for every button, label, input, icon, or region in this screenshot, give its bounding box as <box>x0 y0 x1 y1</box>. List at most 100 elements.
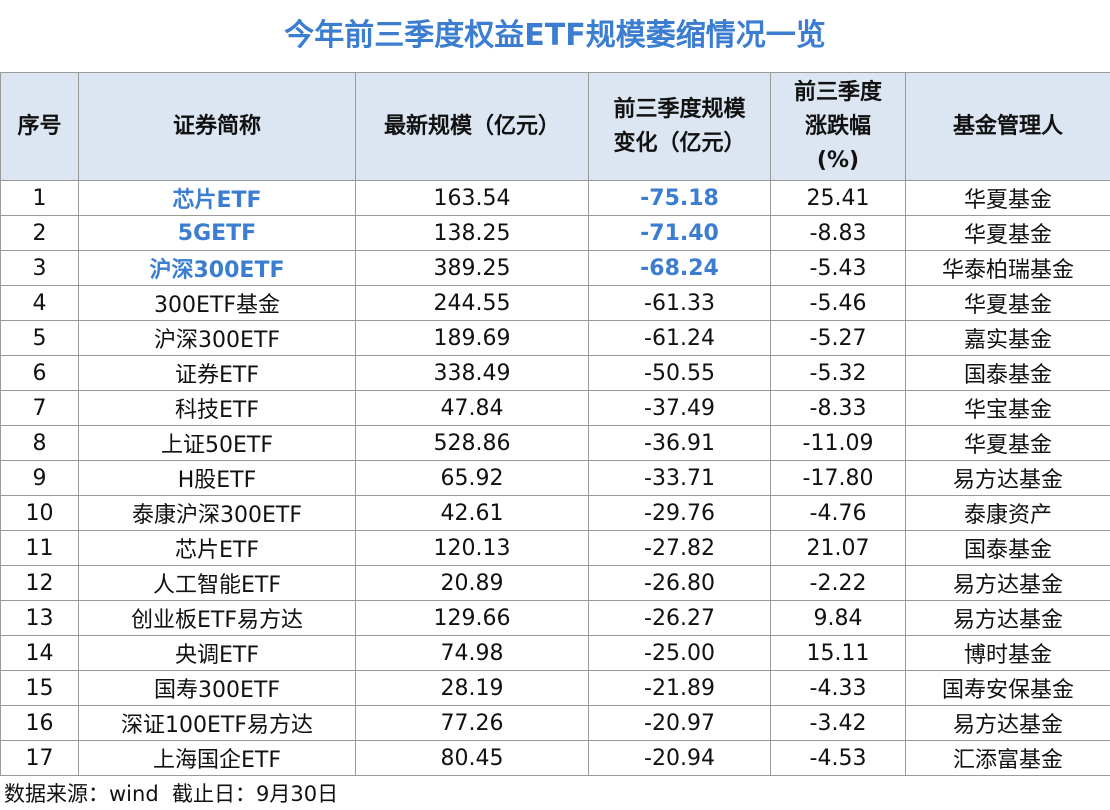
table-cell: H股ETF <box>78 460 356 496</box>
table-cell: 华泰柏瑞基金 <box>905 250 1110 286</box>
table-row: 7 科技ETF 47.84 -37.49 -8.33 华宝基金 <box>0 390 1110 426</box>
column-header: 基金管理人 <box>905 72 1110 181</box>
column-header: 前三季度 涨跌幅 (%) <box>770 72 906 181</box>
table: 序号 证券简称 最新规模（亿元） 前三季度规模 变化（亿元） 前三季度 涨跌幅 (%) 基… <box>0 72 1110 776</box>
table-cell: -5.43 <box>770 250 906 286</box>
table-cell: 528.86 <box>355 425 589 461</box>
table-cell: -61.24 <box>588 320 771 356</box>
table-cell: 4 <box>0 285 79 321</box>
table-cell: 21.07 <box>770 530 906 566</box>
table-cell: 嘉实基金 <box>905 320 1110 356</box>
table-cell: 深证100ETF易方达 <box>78 705 356 741</box>
table-cell: 国寿300ETF <box>78 670 356 706</box>
table-cell: 上证50ETF <box>78 425 356 461</box>
header-row: 序号 证券简称 最新规模（亿元） 前三季度规模 变化（亿元） 前三季度 涨跌幅 (%) 基… <box>0 72 1110 181</box>
table-cell: 244.55 <box>355 285 589 321</box>
table-cell: 25.41 <box>770 180 906 216</box>
table-cell: 1 <box>0 180 79 216</box>
table-cell: -26.27 <box>588 600 771 636</box>
table-cell: 华夏基金 <box>905 180 1110 216</box>
table-row: 8 上证50ETF 528.86 -36.91 -11.09 华夏基金 <box>0 425 1110 461</box>
table-cell: 80.45 <box>355 740 589 776</box>
table-cell: -8.33 <box>770 390 906 426</box>
table-cell: -5.32 <box>770 355 906 391</box>
table-cell: -21.89 <box>588 670 771 706</box>
table-cell: 5 <box>0 320 79 356</box>
table-cell: -75.18 <box>588 180 771 216</box>
table-cell: 泰康资产 <box>905 495 1110 531</box>
table-row: 13 创业板ETF易方达 129.66 -26.27 9.84 易方达基金 <box>0 600 1110 636</box>
table-cell: -36.91 <box>588 425 771 461</box>
table-cell: -5.46 <box>770 285 906 321</box>
table-cell: 博时基金 <box>905 635 1110 671</box>
table-cell: -17.80 <box>770 460 906 496</box>
table-cell: -71.40 <box>588 215 771 251</box>
table-cell: 央调ETF <box>78 635 356 671</box>
table-cell: 300ETF基金 <box>78 285 356 321</box>
table-cell: 泰康沪深300ETF <box>78 495 356 531</box>
table-cell: -20.97 <box>588 705 771 741</box>
table-cell: -20.94 <box>588 740 771 776</box>
title: 今年前三季度权益ETF规模萎缩情况一览 <box>284 18 826 53</box>
table-cell: 国泰基金 <box>905 530 1110 566</box>
table-cell: 120.13 <box>355 530 589 566</box>
table-cell: 创业板ETF易方达 <box>78 600 356 636</box>
table-row: 15 国寿300ETF 28.19 -21.89 -4.33 国寿安保基金 <box>0 670 1110 706</box>
table-cell: 47.84 <box>355 390 589 426</box>
footer: 数据来源：wind 截止日：9月30日 <box>4 782 339 806</box>
table-row: 5 沪深300ETF 189.69 -61.24 -5.27 嘉实基金 <box>0 320 1110 356</box>
table-cell: 汇添富基金 <box>905 740 1110 776</box>
table-cell: 易方达基金 <box>905 565 1110 601</box>
table-cell: 沪深300ETF <box>78 250 356 286</box>
column-header: 前三季度规模 变化（亿元） <box>588 72 771 181</box>
table-cell: -2.22 <box>770 565 906 601</box>
table-cell: 易方达基金 <box>905 460 1110 496</box>
table-cell: 2 <box>0 215 79 251</box>
table-cell: 163.54 <box>355 180 589 216</box>
table-cell: -33.71 <box>588 460 771 496</box>
table-cell: 11 <box>0 530 79 566</box>
table-body: 1 芯片ETF 163.54 -75.18 25.41 华夏基金 2 5GETF 138.25-… <box>0 180 1110 776</box>
table-row: 11 芯片ETF 120.13 -27.82 21.07 国泰基金 <box>0 530 1110 566</box>
table-cell: 6 <box>0 355 79 391</box>
table-cell: -4.53 <box>770 740 906 776</box>
table-cell: -11.09 <box>770 425 906 461</box>
table-cell: -4.33 <box>770 670 906 706</box>
table-cell: -68.24 <box>588 250 771 286</box>
table-cell: -4.76 <box>770 495 906 531</box>
table-cell: 3 <box>0 250 79 286</box>
table-cell: 138.25 <box>355 215 589 251</box>
table-row: 10 泰康沪深300ETF 42.61 -29.76 -4.76 泰康资产 <box>0 495 1110 531</box>
table-cell: 华宝基金 <box>905 390 1110 426</box>
table-cell: 10 <box>0 495 79 531</box>
table-cell: -29.76 <box>588 495 771 531</box>
table-cell: 9.84 <box>770 600 906 636</box>
table-cell: 7 <box>0 390 79 426</box>
table-cell: 芯片ETF <box>78 530 356 566</box>
table-cell: 国寿安保基金 <box>905 670 1110 706</box>
table-cell: 74.98 <box>355 635 589 671</box>
table-row: 9 H股ETF 65.92 -33.71 -17.80 易方达基金 <box>0 460 1110 496</box>
table-cell: 8 <box>0 425 79 461</box>
table-cell: 上海国企ETF <box>78 740 356 776</box>
table-row: 16 深证100ETF易方达 77.26 -20.97 -3.42 易方达基金 <box>0 705 1110 741</box>
table-cell: -27.82 <box>588 530 771 566</box>
table-cell: 14 <box>0 635 79 671</box>
table-cell: 芯片ETF <box>78 180 356 216</box>
table-row: 4 300ETF基金 244.55 -61.33 -5.46 华夏基金 <box>0 285 1110 321</box>
table-cell: 15.11 <box>770 635 906 671</box>
table-cell: 17 <box>0 740 79 776</box>
table-cell: 证券ETF <box>78 355 356 391</box>
table-cell: 华夏基金 <box>905 285 1110 321</box>
table-cell: 5GETF <box>78 215 356 251</box>
table-cell: 16 <box>0 705 79 741</box>
table-cell: 13 <box>0 600 79 636</box>
table-row: 3 沪深300ETF 389.25 -68.24 -5.43 华泰柏瑞基金 <box>0 250 1110 286</box>
table-row: 2 5GETF 138.25 -71.40 -8.83 华夏基金 <box>0 215 1110 251</box>
table-cell: -61.33 <box>588 285 771 321</box>
column-header: 最新规模（亿元） <box>355 72 589 181</box>
table-cell: 易方达基金 <box>905 705 1110 741</box>
table-cell: -37.49 <box>588 390 771 426</box>
table-cell: -25.00 <box>588 635 771 671</box>
column-header: 序号 <box>0 72 79 181</box>
